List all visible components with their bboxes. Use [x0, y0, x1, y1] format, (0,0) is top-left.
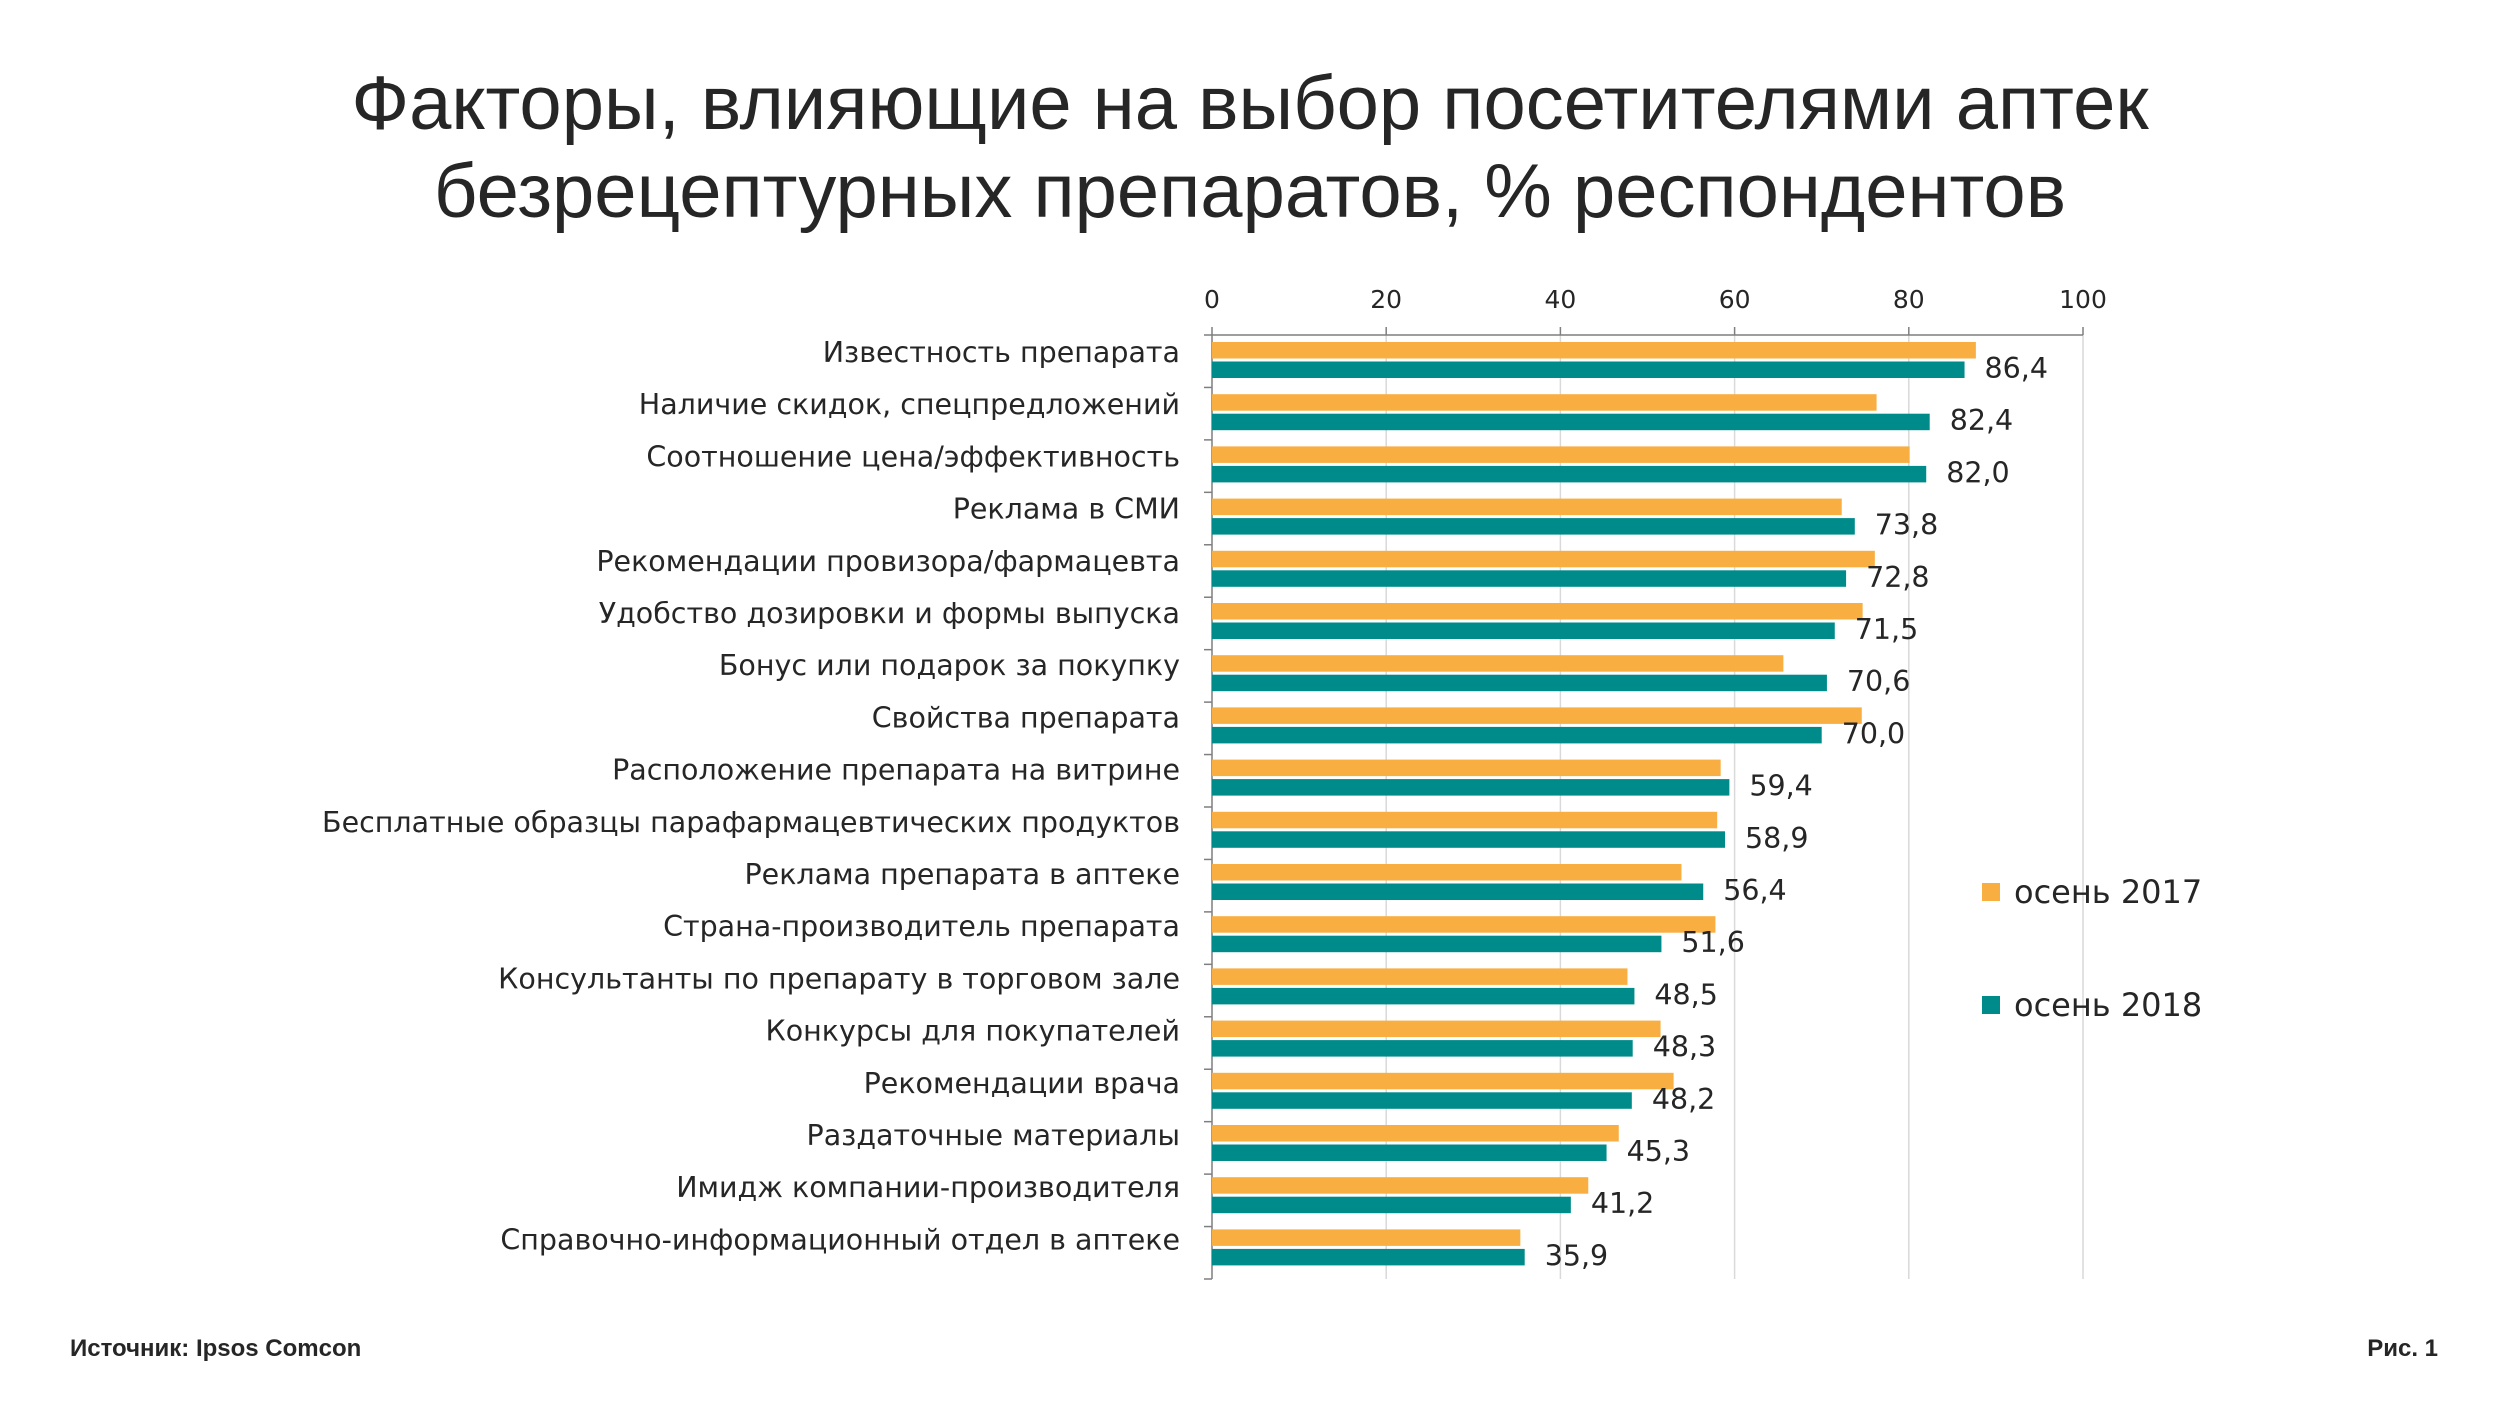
category-label: Свойства препарата: [872, 701, 1180, 734]
data-label-2018: 70,6: [1847, 665, 1910, 698]
legend: осень 2017 осень 2018: [1982, 873, 2202, 1024]
category-label: Рекомендации врача: [864, 1067, 1180, 1100]
data-label-2018: 48,2: [1652, 1083, 1715, 1116]
legend-swatch-2018: [1982, 996, 2000, 1014]
category-label: Реклама в СМИ: [953, 493, 1180, 526]
x-tick-label: 100: [2059, 285, 2107, 314]
category-label: Конкурсы для покупателей: [766, 1015, 1181, 1048]
category-label: Консультанты по препарату в торговом зал…: [498, 962, 1180, 995]
bar-2017: [1212, 603, 1863, 620]
legend-label-2018: осень 2018: [2014, 986, 2202, 1024]
category-label: Справочно-информационный отдел в аптеке: [500, 1223, 1180, 1256]
data-label-2018: 59,4: [1749, 770, 1812, 803]
bar-2017: [1212, 394, 1877, 411]
bar-2017: [1212, 1229, 1521, 1246]
axis-layer: 0 20 40 60 80 100: [1204, 285, 2107, 1280]
data-label-2018: 58,9: [1745, 822, 1808, 855]
chart-title-line-1: Факторы, влияющие на выбор посетителями …: [351, 61, 2149, 146]
x-tick-label: 40: [1544, 285, 1576, 314]
bar-2017: [1212, 1020, 1661, 1038]
data-label-2018: 72,8: [1866, 561, 1929, 594]
data-label-2018: 51,6: [1681, 926, 1744, 959]
bar-layer: [1212, 342, 1976, 1266]
bar-2017: [1212, 759, 1721, 777]
category-label: Реклама препарата в аптеке: [744, 858, 1180, 891]
category-label: Раздаточные материалы: [807, 1119, 1180, 1152]
bar-2018: [1212, 570, 1847, 587]
data-label-2018: 82,0: [1946, 456, 2009, 489]
bar-2018: [1212, 1144, 1607, 1161]
bar-2017: [1212, 550, 1875, 568]
legend-swatch-2017: [1982, 883, 2000, 901]
category-label: Бонус или подарок за покупку: [719, 649, 1180, 682]
bar-2018: [1212, 518, 1855, 535]
bar-2018: [1212, 883, 1704, 900]
x-tick-label: 20: [1370, 285, 1402, 314]
data-label-2018: 73,8: [1875, 509, 1938, 542]
bar-2017: [1212, 916, 1716, 933]
bar-2018: [1212, 987, 1635, 1005]
bar-2018: [1212, 674, 1827, 692]
bar-2018: [1212, 1092, 1632, 1109]
bar-chart: 0 20 40 60 80 100 Известность препарата 86,4 На…: [322, 285, 2202, 1280]
bar-2018: [1212, 622, 1835, 639]
category-label: Известность препарата: [823, 336, 1180, 369]
data-label-2018: 48,3: [1653, 1031, 1716, 1064]
label-layer: Известность препарата 86,4 Наличие скидок,…: [322, 336, 2048, 1272]
bar-2017: [1212, 811, 1718, 829]
legend-label-2017: осень 2017: [2014, 873, 2202, 911]
category-label: Страна-производитель препарата: [663, 910, 1180, 943]
grid-layer: [1385, 335, 2084, 1279]
bar-2017: [1212, 342, 1976, 359]
category-label: Имидж компании-производителя: [676, 1171, 1180, 1204]
data-label-2018: 82,4: [1950, 404, 2013, 437]
bar-2018: [1212, 831, 1726, 848]
x-tick-label: 60: [1719, 285, 1751, 314]
bar-2018: [1212, 361, 1965, 378]
bar-2017: [1212, 446, 1910, 463]
x-tick-label: 0: [1204, 285, 1220, 314]
data-label-2018: 41,2: [1591, 1187, 1654, 1220]
category-label: Расположение препарата на витрине: [612, 754, 1180, 787]
source-note: Источник: Ipsos Comcon: [70, 1335, 362, 1362]
bar-2017: [1212, 864, 1682, 881]
data-label-2018: 56,4: [1723, 874, 1786, 907]
bar-2017: [1212, 1072, 1674, 1090]
bar-2018: [1212, 935, 1662, 953]
bar-2017: [1212, 707, 1862, 724]
data-label-2018: 35,9: [1545, 1239, 1608, 1272]
data-label-2018: 45,3: [1627, 1135, 1690, 1168]
data-label-2018: 70,0: [1842, 717, 1905, 750]
figure-label: Рис. 1: [2367, 1335, 2438, 1362]
bar-2017: [1212, 968, 1628, 985]
bar-2018: [1212, 413, 1930, 431]
bar-2018: [1212, 1248, 1525, 1266]
data-label-2018: 71,5: [1855, 613, 1918, 646]
bar-2017: [1212, 498, 1842, 516]
bar-2017: [1212, 1177, 1589, 1194]
chart-title: Факторы, влияющие на выбор посетителями …: [0, 60, 2500, 236]
chart-title-line-2: безрецептурных препаратов, % респонденто…: [433, 149, 2067, 234]
category-label: Наличие скидок, спецпредложений: [639, 388, 1180, 421]
x-tick-label: 80: [1893, 285, 1925, 314]
bar-2017: [1212, 655, 1784, 672]
category-label: Удобство дозировки и формы выпуска: [599, 597, 1180, 630]
bar-2018: [1212, 465, 1927, 483]
data-label-2018: 48,5: [1654, 978, 1717, 1011]
bar-2018: [1212, 1040, 1633, 1057]
data-label-2018: 86,4: [1985, 352, 2048, 385]
bar-2018: [1212, 726, 1822, 744]
bar-2018: [1212, 1196, 1571, 1214]
category-label: Бесплатные образцы парафармацевтических …: [322, 806, 1180, 839]
bar-2017: [1212, 1125, 1619, 1142]
bar-2018: [1212, 779, 1730, 796]
category-label: Соотношение цена/эффективность: [646, 440, 1180, 473]
category-label: Рекомендации провизора/фармацевта: [596, 545, 1180, 578]
